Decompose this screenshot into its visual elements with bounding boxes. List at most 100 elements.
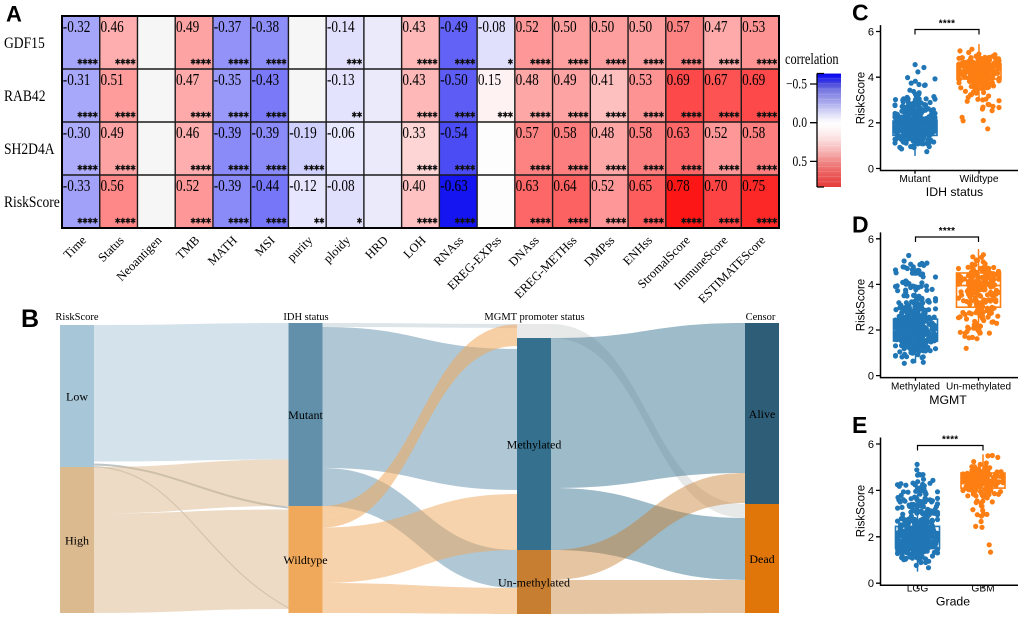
svg-text:RiskScore: RiskScore [856,485,868,537]
svg-text:−0.5: −0.5 [786,75,807,92]
svg-text:2: 2 [868,118,874,130]
svg-text:High: High [65,534,89,548]
svg-text:0.49: 0.49 [101,124,124,143]
svg-text:0.52: 0.52 [591,177,614,196]
svg-text:0.69: 0.69 [742,71,765,90]
svg-text:0.63: 0.63 [667,124,691,143]
svg-text:Low: Low [66,390,88,404]
svg-text:-0.14: -0.14 [327,18,355,37]
svg-text:6: 6 [868,439,874,451]
svg-text:0.47: 0.47 [176,71,200,90]
svg-text:0.75: 0.75 [742,177,766,196]
svg-text:0.56: 0.56 [101,177,125,196]
svg-text:-0.38: -0.38 [252,18,280,37]
svg-text:-0.50: -0.50 [440,71,468,90]
svg-text:0.65: 0.65 [629,177,653,196]
svg-text:****: **** [939,19,955,30]
svg-text:0.46: 0.46 [101,18,125,37]
svg-text:0.57: 0.57 [667,18,691,37]
svg-text:0.46: 0.46 [176,124,200,143]
svg-text:0.48: 0.48 [591,124,615,143]
svg-text:0: 0 [868,578,874,590]
svg-text:****: **** [939,226,955,237]
svg-text:-0.35: -0.35 [214,71,242,90]
svg-text:LGG: LGG [907,584,929,595]
svg-text:-0.43: -0.43 [252,71,280,90]
svg-text:A: A [6,2,22,27]
svg-text:MGMT promoter status: MGMT promoter status [484,312,584,323]
svg-text:0: 0 [868,371,874,383]
svg-text:6: 6 [868,234,874,246]
svg-text:-0.19: -0.19 [289,124,317,143]
svg-text:0.58: 0.58 [553,124,577,143]
svg-text:-0.08: -0.08 [478,18,506,37]
svg-text:0.33: 0.33 [402,124,426,143]
svg-text:0.64: 0.64 [553,177,577,196]
svg-text:2: 2 [868,325,874,337]
svg-text:-0.44: -0.44 [252,177,280,196]
svg-text:RiskScore: RiskScore [55,312,99,323]
svg-text:E: E [852,412,867,438]
svg-text:0.53: 0.53 [742,18,766,37]
svg-text:0.63: 0.63 [516,177,540,196]
svg-text:0.52: 0.52 [516,18,539,37]
svg-text:-0.39: -0.39 [214,177,242,196]
svg-text:-0.33: -0.33 [63,177,91,196]
svg-text:-0.39: -0.39 [214,124,242,143]
svg-text:Un-methylated: Un-methylated [946,382,1011,393]
svg-text:Methylated: Methylated [507,438,562,452]
svg-text:****: **** [942,435,958,446]
svg-text:Wildtype: Wildtype [959,174,998,185]
svg-text:-0.30: -0.30 [63,124,91,143]
svg-text:-0.63: -0.63 [440,177,468,196]
svg-text:IDH status: IDH status [926,185,983,199]
svg-text:-0.13: -0.13 [327,71,355,90]
svg-text:6: 6 [868,27,874,39]
svg-text:0.49: 0.49 [553,71,576,90]
svg-text:IDH status: IDH status [283,312,328,323]
svg-text:D: D [852,212,869,238]
svg-text:-0.08: -0.08 [327,177,355,196]
svg-text:Dead: Dead [749,552,774,566]
svg-text:Mutant: Mutant [288,408,323,422]
svg-text:0.5: 0.5 [793,153,808,170]
svg-text:0.53: 0.53 [629,71,653,90]
svg-text:-0.54: -0.54 [440,124,468,143]
svg-text:RiskScore: RiskScore [4,194,60,211]
svg-text:RAB42: RAB42 [4,88,46,105]
svg-text:Mutant: Mutant [899,174,930,185]
svg-text:Alive: Alive [749,407,776,421]
svg-text:0.52: 0.52 [176,177,199,196]
svg-text:0.49: 0.49 [176,18,199,37]
svg-text:0.51: 0.51 [101,71,124,90]
svg-text:-0.49: -0.49 [440,18,468,37]
svg-text:0.47: 0.47 [704,18,728,37]
svg-text:-0.31: -0.31 [63,71,91,90]
svg-text:Censor: Censor [746,312,776,323]
svg-text:0.41: 0.41 [591,71,614,90]
svg-text:RiskScore: RiskScore [856,72,868,124]
svg-text:0.48: 0.48 [516,71,540,90]
svg-text:0.67: 0.67 [704,71,728,90]
svg-text:-0.32: -0.32 [63,18,91,37]
svg-text:0.57: 0.57 [516,124,540,143]
svg-text:0: 0 [868,164,874,176]
svg-text:-0.39: -0.39 [252,124,280,143]
svg-text:SH2D4A: SH2D4A [4,141,55,158]
svg-text:0.15: 0.15 [478,71,502,90]
svg-text:4: 4 [868,485,874,497]
svg-text:4: 4 [868,279,874,291]
svg-text:Methylated: Methylated [891,382,940,393]
svg-text:Grade: Grade [936,594,970,608]
svg-text:0.50: 0.50 [591,18,615,37]
svg-text:-0.12: -0.12 [289,177,317,196]
svg-text:Wildtype: Wildtype [283,553,327,567]
svg-text:0.43: 0.43 [402,71,426,90]
svg-text:-0.37: -0.37 [214,18,242,37]
svg-text:correlation: correlation [785,51,839,69]
svg-text:0.69: 0.69 [667,71,690,90]
svg-text:GBM: GBM [971,584,994,595]
svg-text:0.0: 0.0 [793,114,808,131]
svg-text:-0.06: -0.06 [327,124,355,143]
svg-text:GDF15: GDF15 [4,35,45,52]
